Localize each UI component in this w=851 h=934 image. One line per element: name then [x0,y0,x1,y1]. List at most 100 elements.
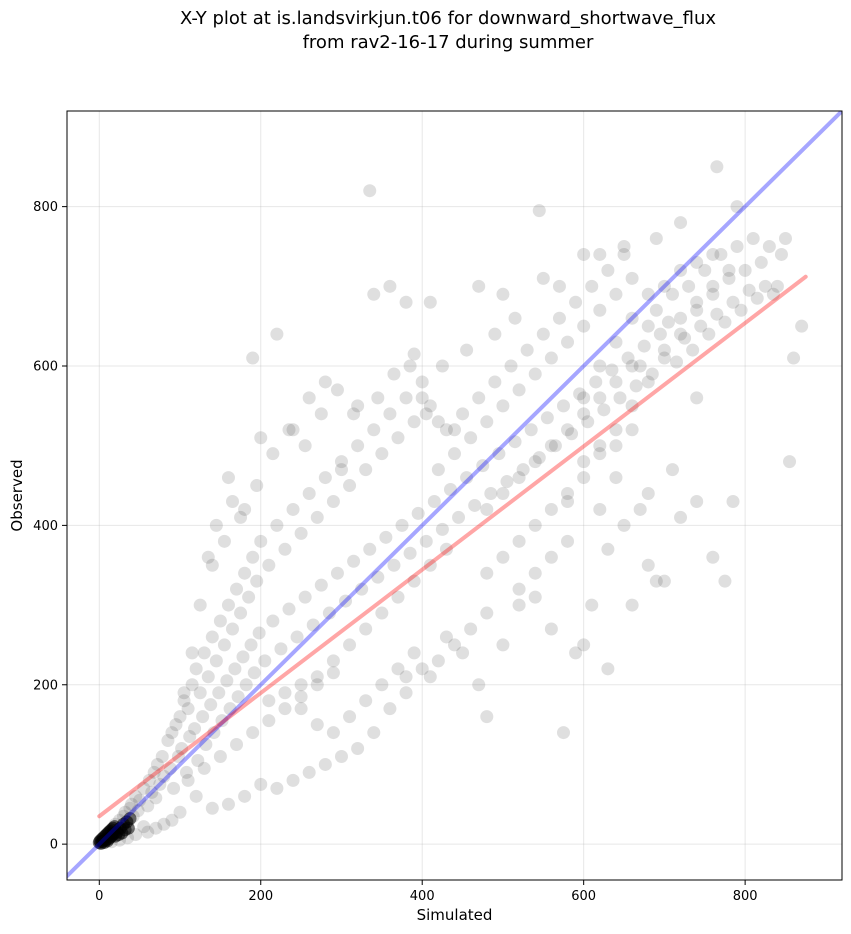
data-point [682,279,696,293]
data-point [577,391,591,405]
data-point [355,582,369,596]
data-point [246,550,260,564]
data-point [141,799,155,813]
data-point [266,614,280,628]
data-point [310,678,324,692]
data-point [456,407,470,421]
data-point [456,646,470,660]
data-point [706,247,720,261]
data-point [298,590,312,604]
data-point [343,479,357,493]
x-axis-label: Simulated [417,906,493,924]
y-tick-label: 800 [33,200,58,215]
data-point [359,622,373,636]
data-point [181,702,195,716]
data-point [641,487,655,501]
data-point [690,303,704,317]
data-point [472,279,486,293]
data-point [439,630,453,644]
data-point [326,666,340,680]
data-point [633,502,647,516]
data-point [204,698,218,712]
data-point [423,670,437,684]
data-point [609,287,623,301]
data-point [706,279,720,293]
y-tick-label: 600 [33,360,58,375]
data-point [742,283,756,297]
data-point [443,483,457,497]
data-point [520,343,534,357]
data-point [185,678,199,692]
data-point [149,821,163,835]
data-point [657,343,671,357]
data-point [577,247,591,261]
data-point [552,279,566,293]
data-point [480,415,494,429]
data-point [512,534,526,548]
data-point [500,475,514,489]
data-point [573,387,587,401]
data-point [435,359,449,373]
data-point [363,542,377,556]
data-point [544,622,558,636]
data-point [302,487,316,501]
data-point [512,582,526,596]
data-point [754,255,768,269]
x-tick-label: 600 [571,889,596,904]
data-point [569,295,583,309]
data-point [435,522,449,536]
data-point [193,598,207,612]
data-point [569,646,583,660]
data-point [601,662,615,676]
data-point [391,431,405,445]
data-point [488,327,502,341]
data-point [783,455,797,469]
data-point [213,749,227,763]
data-point [516,463,530,477]
data-point [609,375,623,389]
one-to-one-line [67,111,842,879]
data-point [343,710,357,724]
data-point [367,287,381,301]
data-point [706,550,720,564]
data-point [649,232,663,246]
data-point [448,638,461,652]
data-point [286,423,300,437]
data-point [282,423,296,437]
data-point [653,327,667,341]
data-point [351,399,365,413]
data-point [181,773,195,787]
data-point [294,526,308,540]
data-point [403,359,417,373]
data-point [407,415,421,429]
data-point [431,463,445,477]
data-point [318,375,332,389]
data-point [375,606,389,620]
data-point [403,546,417,560]
data-point [468,498,482,512]
data-point [641,558,655,572]
data-point [242,590,256,604]
data-point [270,781,284,795]
data-point [326,494,340,508]
data-point [762,239,776,253]
data-point [649,303,663,317]
data-point [212,686,226,700]
data-point [496,399,510,413]
data-point [641,375,655,389]
data-point [371,391,385,405]
data-point [244,638,258,652]
data-point [706,287,720,301]
data-point [625,359,639,373]
data-point [657,574,671,588]
data-point [193,686,207,700]
data-point [395,518,409,532]
data-point [236,650,250,664]
data-point [419,407,433,421]
data-point [585,279,599,293]
data-point [133,793,147,807]
data-point [480,502,494,516]
data-point [225,622,239,636]
plot-frame [66,110,843,881]
data-point [448,423,461,437]
